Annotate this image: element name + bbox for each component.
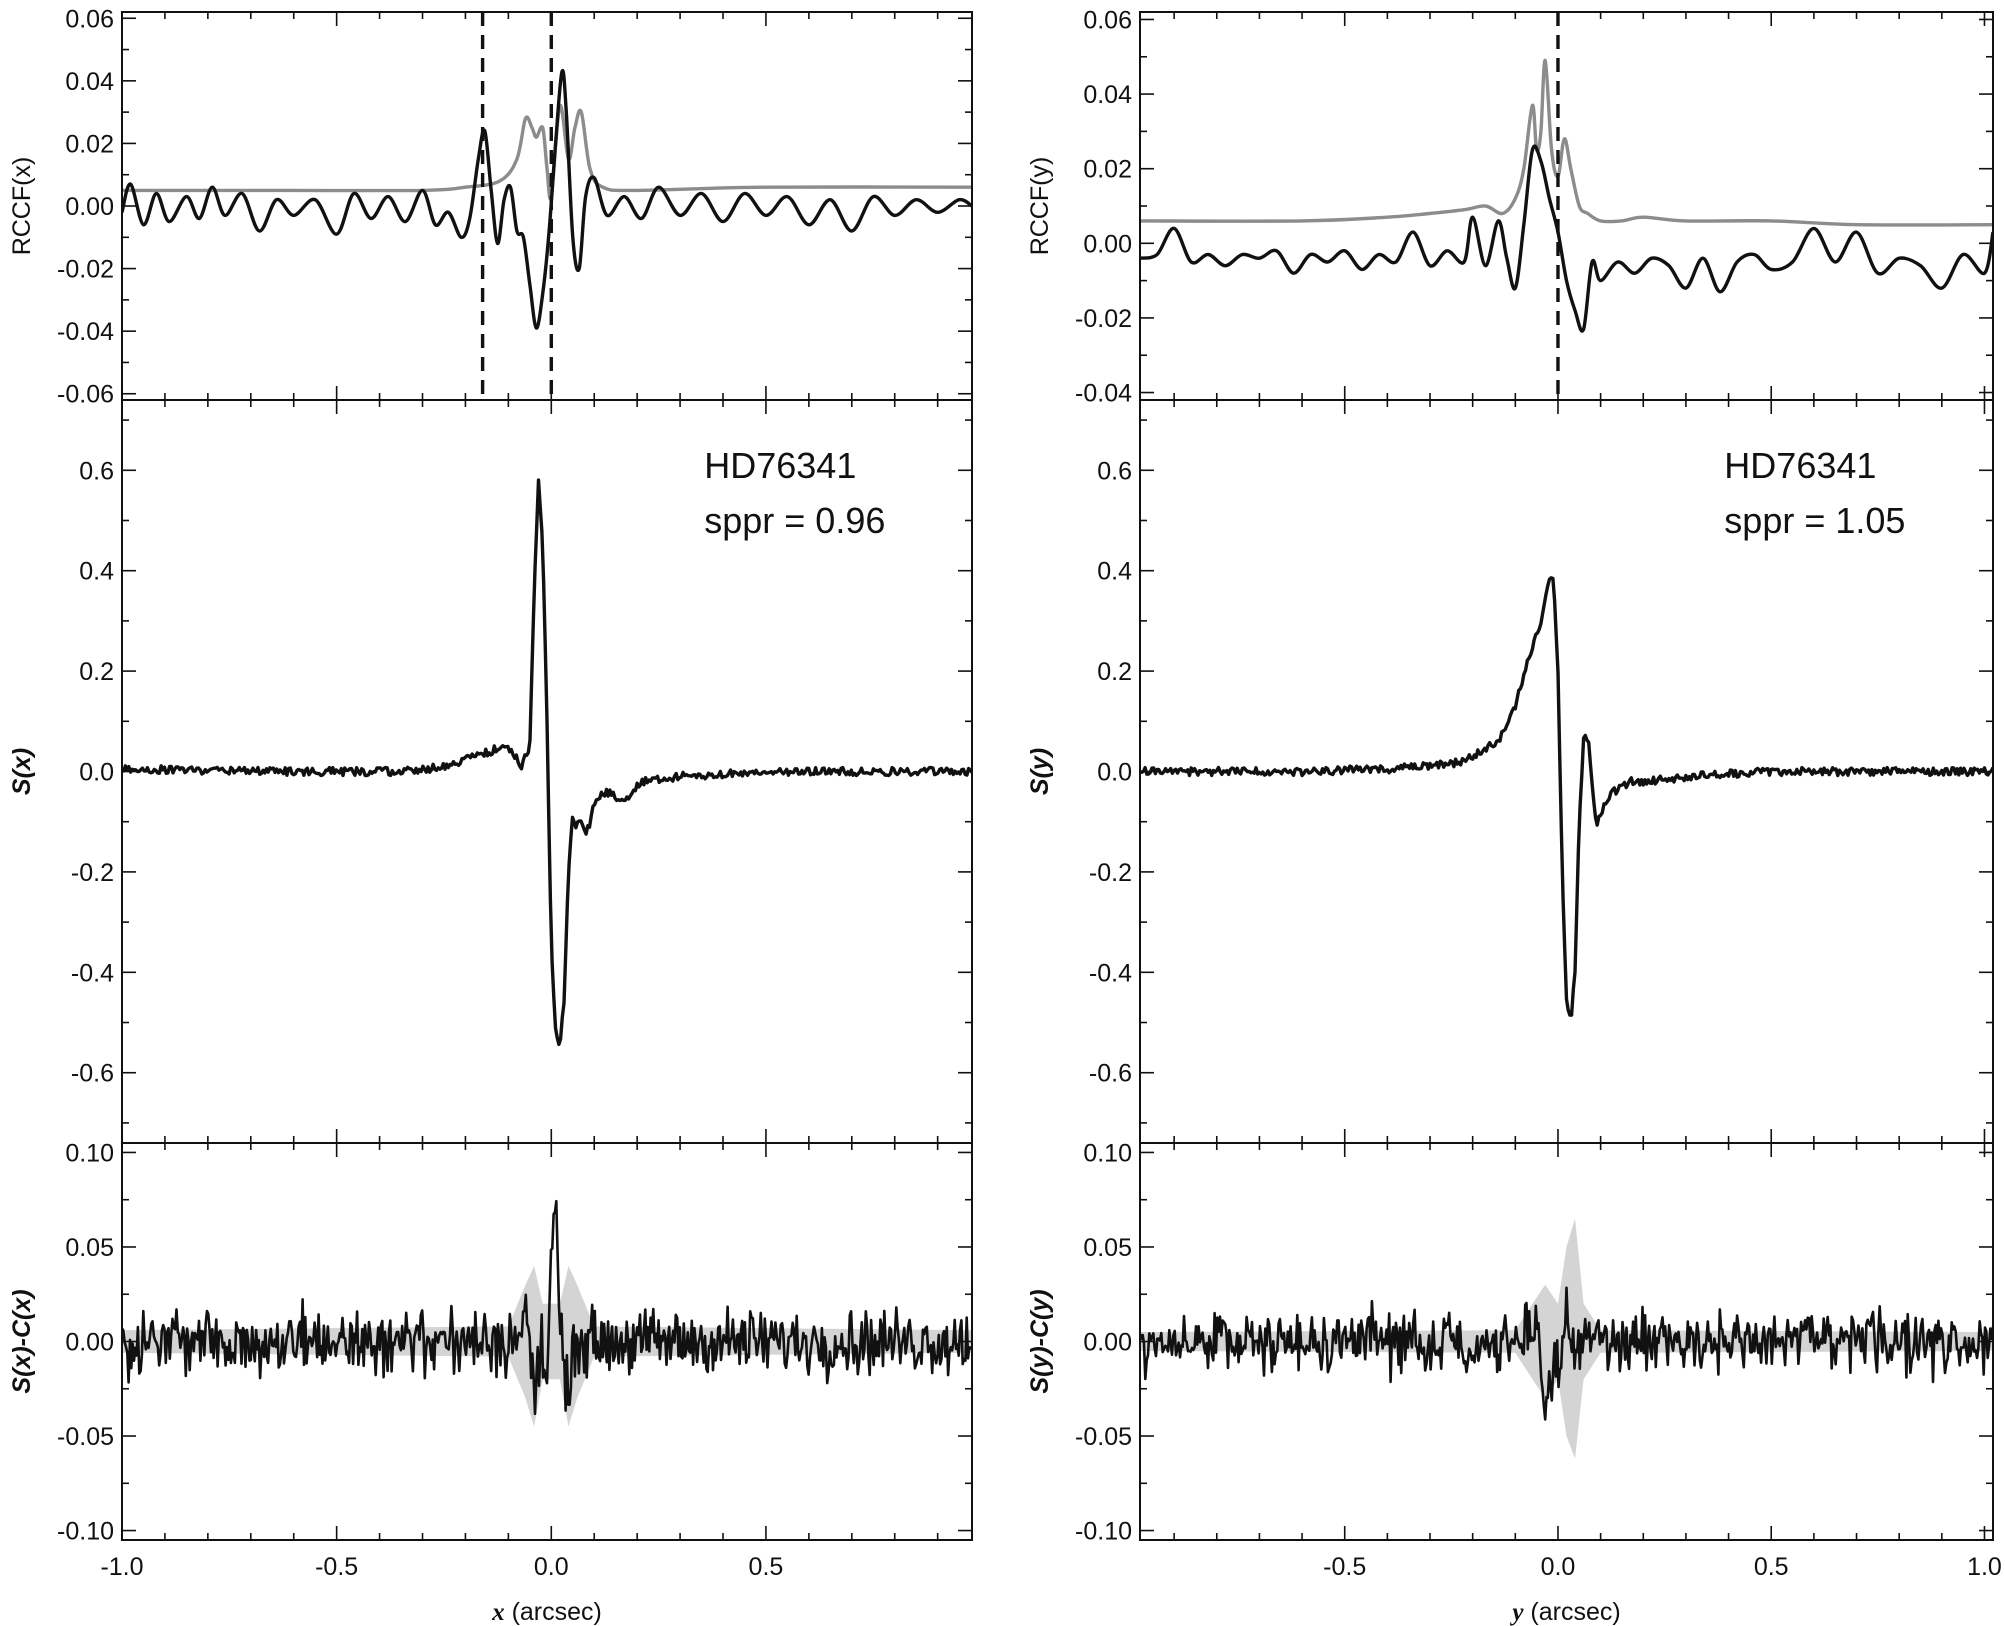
right-signal-ylabel: S(y)	[1026, 748, 1054, 795]
right-residual-error-band	[1140, 1218, 1993, 1459]
left-rccf-ytick-label: -0.06	[57, 381, 114, 409]
right-rccf-series-1	[1140, 144, 1993, 333]
left-xtick-label: -0.5	[315, 1553, 358, 1581]
left-rccf-ytick-label: 0.02	[65, 130, 114, 158]
left-rccf-ytick-label: -0.02	[57, 256, 114, 284]
left-residual-plot-area	[122, 1199, 972, 1427]
right-rccf-panel: -0.04 -0.02 0.00 0.02 0.04 0.06 RCCF(y)	[1026, 6, 1994, 408]
left-rccf-ytick-label: -0.04	[57, 318, 114, 346]
right-xtick-label: 0.0	[1541, 1553, 1576, 1581]
left-signal-ytick-label: -0.4	[71, 959, 114, 987]
right-rccf-ytick-label: 0.02	[1083, 156, 1132, 184]
left-signal-ytick-label: 0.2	[79, 658, 114, 686]
left-residual-ytick-label: -0.05	[57, 1423, 114, 1451]
left-annotation-line-1: sppr = 0.96	[704, 500, 885, 541]
left-residual-ylabel: S(x)-C(x)	[8, 1289, 36, 1393]
left-residual-ytick-label: 0.00	[65, 1329, 114, 1357]
left-rccf-ylabel: RCCF(x)	[8, 157, 36, 256]
right-signal-ytick-label: 0.2	[1097, 658, 1132, 686]
left-signal-ytick-label: 0.0	[79, 759, 114, 787]
right-residual-series-0	[1140, 1286, 1993, 1421]
left-signal-ytick-label: -0.6	[71, 1060, 114, 1088]
right-signal-panel: -0.6 -0.4 -0.2 0.0 0.2 0.4 0.6 S(y) HD76341 sppr …	[1026, 399, 1994, 1144]
left-signal-ylabel: S(x)	[8, 748, 36, 795]
left-rccf-plot-area	[122, 68, 972, 330]
right-xtick-label: 0.5	[1754, 1553, 1789, 1581]
left-rccf-series-1	[122, 68, 972, 330]
right-signal-ytick-label: 0.4	[1097, 558, 1132, 586]
left-residual-series-0	[122, 1199, 972, 1416]
right-residual-ytick-label: 0.05	[1083, 1234, 1132, 1262]
left-xtick-label: -1.0	[100, 1553, 143, 1581]
right-rccf-series-0	[1140, 58, 1993, 227]
right-residual-ytick-label: 0.00	[1083, 1329, 1132, 1357]
left-residual-ytick-label: -0.10	[57, 1518, 114, 1546]
right-rccf-ylabel: RCCF(y)	[1026, 157, 1054, 256]
left-xlabel: x (arcsec)	[491, 1598, 602, 1626]
left-residual-panel: -0.10 -0.05 0.00 0.05 0.10 S(x)-C(x)	[8, 1139, 973, 1546]
right-signal-ytick-label: -0.2	[1089, 859, 1132, 887]
right-rccf-frame	[1139, 11, 1994, 401]
left-xtick-label: 0.5	[749, 1553, 784, 1581]
right-signal-ytick-label: 0.0	[1097, 759, 1132, 787]
left-residual-ytick-label: 0.10	[65, 1139, 114, 1167]
right-residual-panel: -0.10 -0.05 0.00 0.05 0.10 S(y)-C(y)	[1026, 1139, 1994, 1546]
right-rccf-ytick-label: 0.00	[1083, 230, 1132, 258]
right-rccf-ytick-label: -0.02	[1075, 305, 1132, 333]
left-rccf-ytick-label: 0.00	[65, 193, 114, 221]
right-rccf-ytick-label: 0.06	[1083, 6, 1132, 34]
right-xtick-label: 1.0	[1967, 1553, 2002, 1581]
left-rccf-series-0	[122, 104, 972, 201]
left-signal-plot-area	[122, 478, 972, 1047]
right-signal-series-0	[1140, 576, 1993, 1017]
right-signal-ytick-label: -0.6	[1089, 1060, 1132, 1088]
left-rccf-ytick-label: 0.04	[65, 68, 114, 96]
right-annotation-line-1: sppr = 1.05	[1724, 500, 1905, 541]
right-rccf-ytick-label: 0.04	[1083, 81, 1132, 109]
left-rccf-ytick-label: 0.06	[65, 5, 114, 33]
right-xtick-label: -0.5	[1323, 1553, 1366, 1581]
right-xlabel: y (arcsec)	[1509, 1598, 1620, 1626]
left-xtick-label: 0.0	[534, 1553, 569, 1581]
left-signal-series-0	[122, 478, 972, 1047]
right-residual-plot-area	[1140, 1218, 1993, 1459]
left-signal-ytick-label: 0.4	[79, 558, 114, 586]
right-residual-ytick-label: -0.05	[1075, 1423, 1132, 1451]
right-signal-ytick-label: -0.4	[1089, 959, 1132, 987]
left-signal-ytick-label: -0.2	[71, 859, 114, 887]
right-signal-ytick-label: 0.6	[1097, 457, 1132, 485]
right-residual-ylabel: S(y)-C(y)	[1026, 1289, 1054, 1393]
left-residual-ytick-label: 0.05	[65, 1234, 114, 1262]
left-signal-panel: -0.6 -0.4 -0.2 0.0 0.2 0.4 0.6 S(x) HD76341 sppr …	[8, 399, 973, 1144]
right-rccf-plot-area	[1140, 58, 1993, 333]
left-signal-ytick-label: 0.6	[79, 457, 114, 485]
left-rccf-panel: -0.06 -0.04 -0.02 0.00 0.02 0.04 0.06 RCCF(x)	[8, 5, 973, 409]
right-annotation-line-0: HD76341	[1724, 445, 1876, 486]
right-residual-ytick-label: 0.10	[1083, 1139, 1132, 1167]
left-annotation-line-0: HD76341	[704, 445, 856, 486]
right-signal-plot-area	[1140, 576, 1993, 1017]
right-residual-ytick-label: -0.10	[1075, 1518, 1132, 1546]
right-rccf-ytick-label: -0.04	[1075, 380, 1132, 408]
